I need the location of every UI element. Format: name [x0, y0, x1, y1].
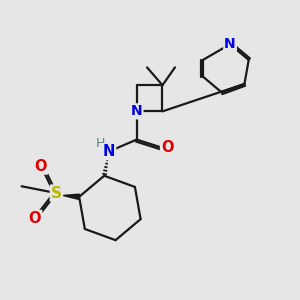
Text: O: O [35, 158, 47, 173]
Text: S: S [51, 186, 62, 201]
Polygon shape [63, 194, 80, 200]
Text: O: O [29, 211, 41, 226]
Text: N: N [131, 104, 142, 118]
Text: N: N [224, 37, 236, 51]
Text: O: O [161, 140, 173, 155]
Text: H: H [95, 137, 105, 150]
Text: N: N [103, 144, 115, 159]
